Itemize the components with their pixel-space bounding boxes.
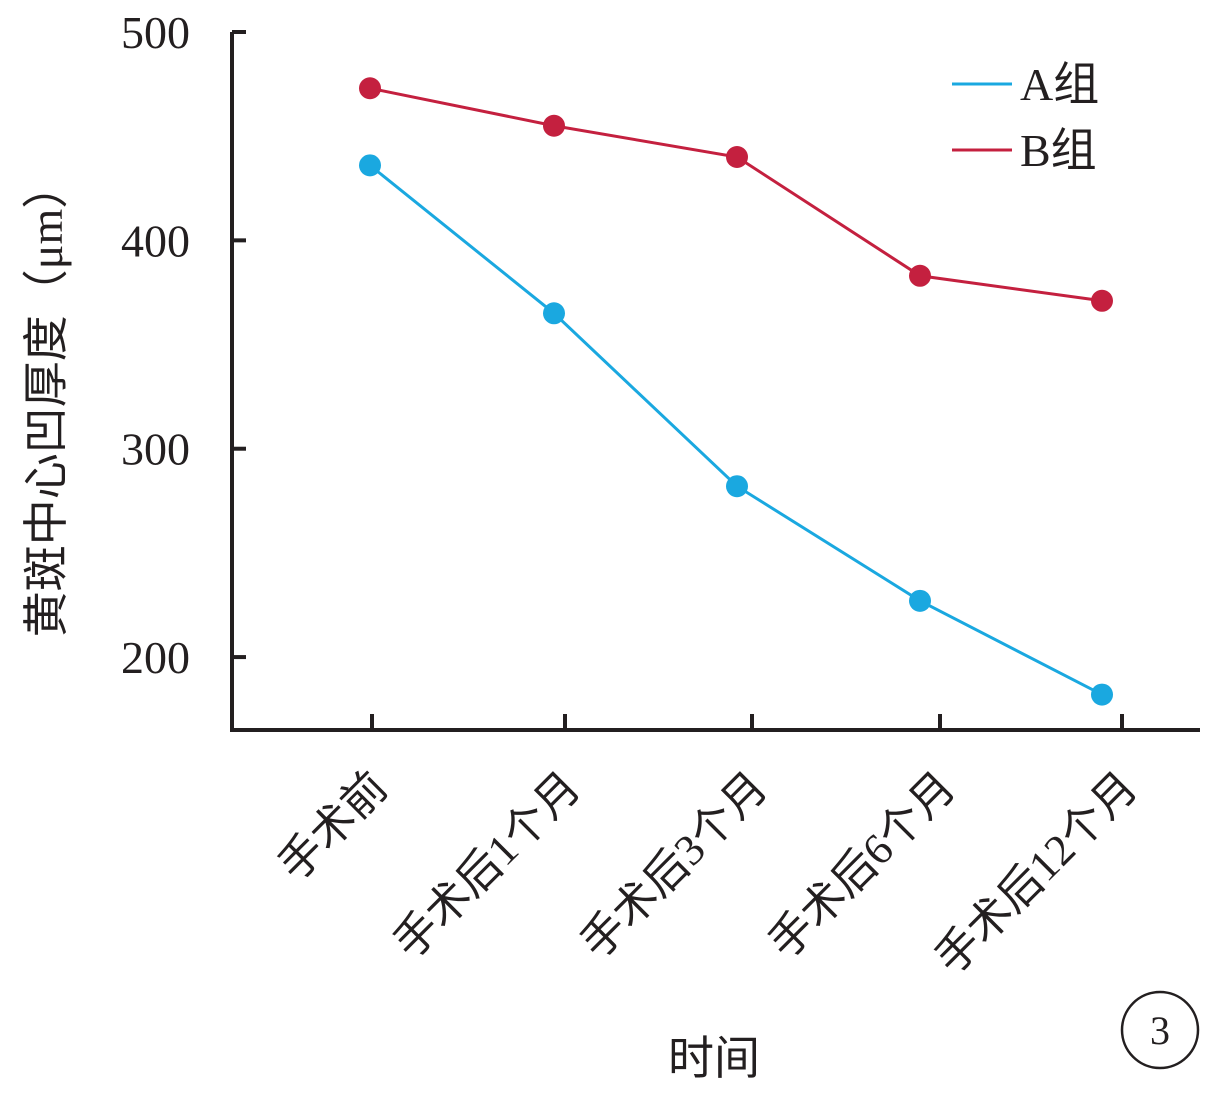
- data-point: [909, 589, 931, 612]
- data-point: [1091, 683, 1113, 706]
- data-point: [726, 146, 748, 169]
- series-line-b: [369, 86, 1103, 303]
- y-tick-label: 400: [121, 215, 190, 266]
- data-point: [543, 302, 565, 325]
- x-tick-label: 手术后6个月: [759, 762, 965, 968]
- panel-label-circle: [1120, 990, 1200, 1070]
- y-ticks: 200 300 400 500: [121, 7, 246, 683]
- panel-label-text: 3: [1150, 1008, 1170, 1053]
- data-point: [359, 154, 381, 177]
- series-line-a: [369, 164, 1103, 696]
- legend: A组 B组: [952, 59, 1099, 176]
- panel-label: 3: [1120, 990, 1200, 1070]
- data-point: [359, 77, 381, 100]
- y-axis-title: 黄斑中心凹厚度（μm）: [21, 163, 72, 637]
- data-point: [909, 264, 931, 287]
- axes: [230, 32, 1200, 732]
- x-axis-title: 时间: [668, 1033, 760, 1084]
- x-tick-label: 手术后1个月: [384, 762, 590, 968]
- y-tick-label: 200: [121, 632, 190, 683]
- data-point: [1091, 289, 1113, 312]
- y-tick-label: 300: [121, 424, 190, 475]
- legend-label: A组: [1020, 59, 1099, 110]
- data-point: [726, 475, 748, 498]
- y-tick-label: 500: [121, 7, 190, 58]
- x-tick-label: 手术后3个月: [571, 762, 777, 968]
- series-group: [359, 77, 1113, 706]
- legend-label: B组: [1020, 125, 1097, 176]
- x-tick-label: 手术前: [269, 762, 397, 890]
- data-point: [543, 114, 565, 137]
